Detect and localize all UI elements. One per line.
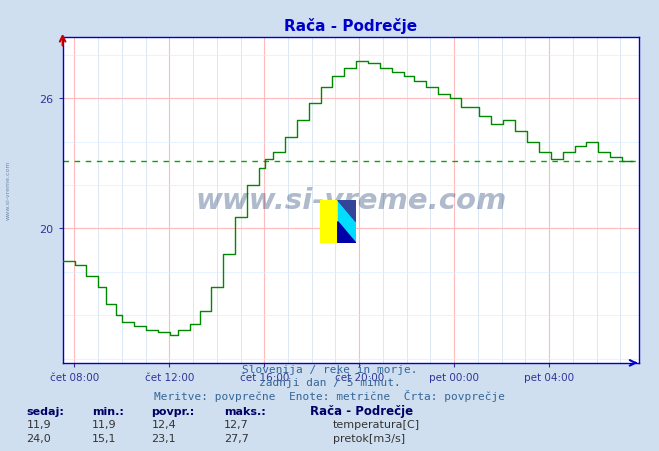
- Text: 24,0: 24,0: [26, 433, 51, 443]
- Polygon shape: [338, 222, 356, 244]
- Text: Rača - Podrečje: Rača - Podrečje: [310, 404, 413, 417]
- Polygon shape: [338, 201, 356, 222]
- Text: zadnji dan / 5 minut.: zadnji dan / 5 minut.: [258, 377, 401, 387]
- Text: Meritve: povprečne  Enote: metrične  Črta: povprečje: Meritve: povprečne Enote: metrične Črta:…: [154, 389, 505, 401]
- Text: min.:: min.:: [92, 406, 124, 416]
- Text: maks.:: maks.:: [224, 406, 266, 416]
- Text: temperatura[C]: temperatura[C]: [333, 419, 420, 429]
- Text: 23,1: 23,1: [152, 433, 176, 443]
- Text: 11,9: 11,9: [92, 419, 117, 429]
- Text: www.si-vreme.com: www.si-vreme.com: [195, 187, 507, 215]
- Text: 11,9: 11,9: [26, 419, 51, 429]
- Text: pretok[m3/s]: pretok[m3/s]: [333, 433, 405, 443]
- Text: Slovenija / reke in morje.: Slovenija / reke in morje.: [242, 364, 417, 374]
- Text: povpr.:: povpr.:: [152, 406, 195, 416]
- Text: 12,7: 12,7: [224, 419, 249, 429]
- Text: www.si-vreme.com: www.si-vreme.com: [5, 160, 11, 219]
- Text: 12,4: 12,4: [152, 419, 177, 429]
- Text: 27,7: 27,7: [224, 433, 249, 443]
- Text: sedaj:: sedaj:: [26, 406, 64, 416]
- Polygon shape: [338, 201, 356, 244]
- Title: Rača - Podrečje: Rača - Podrečje: [284, 18, 418, 34]
- Text: 15,1: 15,1: [92, 433, 117, 443]
